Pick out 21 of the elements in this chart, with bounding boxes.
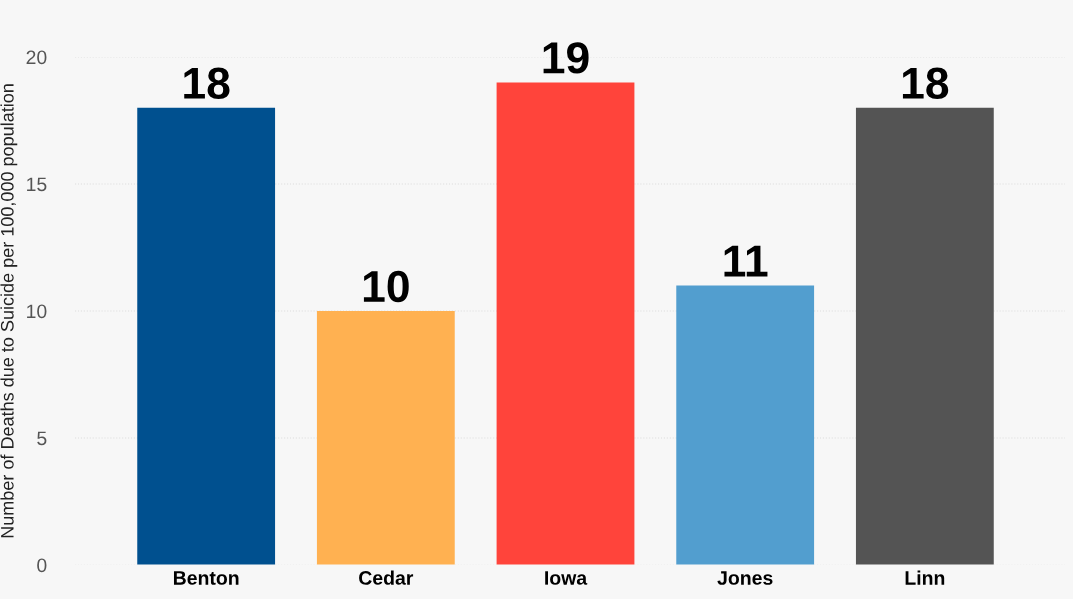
bar [316, 311, 455, 565]
x-tick-label: Benton [173, 571, 239, 585]
y-axis-title: Number of Deaths due to Suicide per 100,000 population [0, 84, 18, 538]
y-tick-label: 20 [26, 50, 47, 65]
bar [137, 107, 276, 565]
x-tick-label: Jones [717, 571, 773, 585]
x-tick-label: Linn [905, 570, 945, 585]
x-tick-label: Cedar [359, 570, 414, 585]
y-tick-label: 5 [37, 431, 47, 446]
y-tick-label: 15 [27, 177, 47, 192]
bar [676, 285, 815, 565]
x-tick-label: Iowa [545, 571, 588, 585]
data-label: 19 [543, 42, 589, 74]
data-label: 18 [902, 67, 949, 100]
y-tick-label: 10 [27, 304, 47, 319]
data-label: 18 [184, 67, 230, 100]
bar [496, 82, 635, 565]
data-label: 10 [363, 270, 409, 303]
data-label: 11 [724, 245, 768, 277]
y-tick-label: 0 [37, 558, 47, 573]
bar [855, 107, 994, 565]
